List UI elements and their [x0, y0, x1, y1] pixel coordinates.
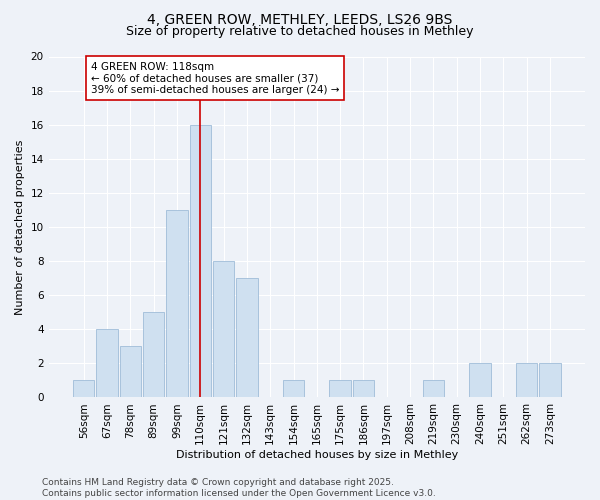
Bar — [353, 380, 374, 398]
Bar — [422, 380, 444, 398]
Bar — [469, 364, 491, 398]
Text: Contains HM Land Registry data © Crown copyright and database right 2025.
Contai: Contains HM Land Registry data © Crown c… — [42, 478, 436, 498]
Bar — [166, 210, 188, 398]
Bar — [516, 364, 538, 398]
Bar — [119, 346, 141, 398]
Text: 4, GREEN ROW, METHLEY, LEEDS, LS26 9BS: 4, GREEN ROW, METHLEY, LEEDS, LS26 9BS — [148, 12, 452, 26]
Text: Size of property relative to detached houses in Methley: Size of property relative to detached ho… — [126, 25, 474, 38]
Bar — [329, 380, 351, 398]
Text: 4 GREEN ROW: 118sqm
← 60% of detached houses are smaller (37)
39% of semi-detach: 4 GREEN ROW: 118sqm ← 60% of detached ho… — [91, 62, 339, 95]
Bar — [213, 261, 235, 398]
Bar — [283, 380, 304, 398]
Y-axis label: Number of detached properties: Number of detached properties — [15, 140, 25, 314]
Bar — [539, 364, 560, 398]
Bar — [143, 312, 164, 398]
Bar — [73, 380, 94, 398]
Bar — [236, 278, 257, 398]
Bar — [190, 124, 211, 398]
Bar — [97, 330, 118, 398]
X-axis label: Distribution of detached houses by size in Methley: Distribution of detached houses by size … — [176, 450, 458, 460]
